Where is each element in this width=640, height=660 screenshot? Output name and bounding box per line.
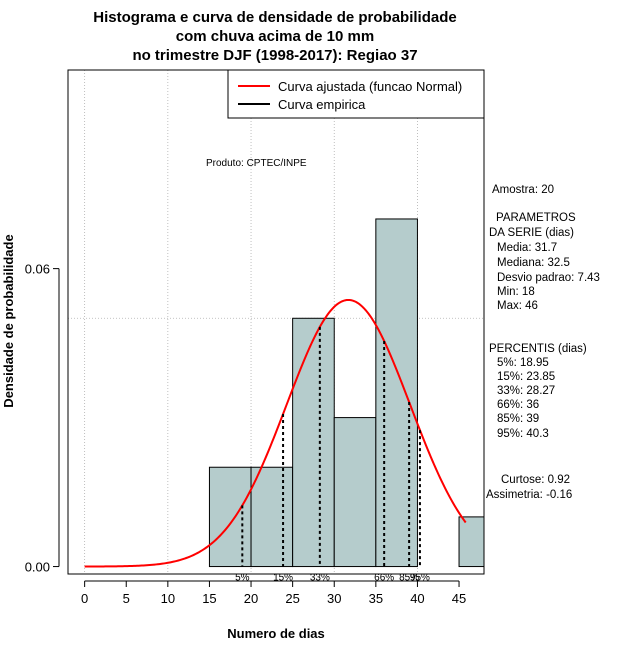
- x-tick-label: 45: [452, 591, 466, 606]
- stat-desvio: Desvio padrao: 7.43: [497, 272, 600, 284]
- x-tick-label: 35: [369, 591, 383, 606]
- stat-min: Min: 18: [497, 286, 535, 298]
- histogram-bar-35-40: [375, 218, 418, 568]
- percentile-label-15: 15%: [273, 573, 293, 584]
- x-tick-label: 30: [327, 591, 341, 606]
- percentile-label-85: 85%: [399, 573, 419, 584]
- stat-max: Max: 46: [497, 300, 538, 312]
- axes-layer: 0 5 10 15 20 25 30 35 40 45 0.00 0.06: [25, 262, 467, 606]
- histogram-bar-25-30: [292, 317, 335, 568]
- x-tick-label: 5: [123, 591, 130, 606]
- chart-title-line-3: no trimestre DJF (1998-2017): Regiao 37: [132, 47, 417, 64]
- x-tick-label: 0: [81, 591, 88, 606]
- stat-p5: 5%: 18.95: [497, 357, 549, 369]
- stat-params-title-1: PARAMETROS: [496, 212, 576, 224]
- stat-p95: 95%: 40.3: [497, 428, 549, 440]
- stat-params-title-2: DA SERIE (dias): [489, 227, 574, 239]
- histogram-bar-20-25: [250, 466, 294, 568]
- legend: Curva ajustada (funcao Normal) Curva emp…: [227, 69, 485, 119]
- stat-percentis-title: PERCENTIS (dias): [489, 343, 587, 355]
- x-tick-label: 15: [202, 591, 216, 606]
- stat-amostra: Amostra: 20: [492, 184, 554, 196]
- x-tick-label: 25: [285, 591, 299, 606]
- percentile-label-66: 66%: [374, 573, 394, 584]
- stat-p66: 66%: 36: [497, 399, 539, 411]
- product-annotation: Produto: CPTEC/INPE: [206, 158, 307, 169]
- percentile-lines: 5% 15% 33% 66% 85%95%: [235, 326, 430, 584]
- x-tick-label: 10: [161, 591, 175, 606]
- percentile-label-95: 95%: [410, 573, 430, 584]
- legend-box: [227, 69, 485, 119]
- legend-label-fitted: Curva ajustada (funcao Normal): [278, 79, 462, 94]
- stat-curtose: Curtose: 0.92: [501, 474, 570, 486]
- stat-assimetria: Assimetria: -0.16: [486, 489, 572, 501]
- stat-media: Media: 31.7: [497, 242, 557, 254]
- stat-p85: 85%: 39: [497, 413, 539, 425]
- y-tick-label: 0.06: [25, 262, 50, 277]
- chart-title-line-2: com chuva acima de 10 mm: [176, 28, 374, 45]
- x-tick-label: 20: [244, 591, 258, 606]
- y-tick-label: 0.00: [25, 560, 50, 575]
- percentile-label-33: 33%: [310, 573, 330, 584]
- x-tick-label: 40: [410, 591, 424, 606]
- fitted-curve-layer: [84, 298, 467, 568]
- fitted-normal-curve: [84, 298, 467, 568]
- chart-title-line-1: Histograma e curva de densidade de proba…: [93, 9, 456, 26]
- stat-p15: 15%: 23.85: [497, 371, 555, 383]
- y-axis-title: Densidade de probabilidade: [1, 234, 16, 407]
- stat-p33: 33%: 28.27: [497, 385, 555, 397]
- histogram-bar-30-35: [333, 417, 377, 568]
- x-axis-title: Numero de dias: [227, 626, 325, 641]
- legend-label-empirical: Curva empirica: [278, 97, 366, 112]
- histogram-bars: [208, 218, 484, 568]
- stats-panel: Amostra: 20 PARAMETROS DA SERIE (dias) M…: [486, 184, 600, 501]
- percentile-label-5: 5%: [235, 573, 250, 584]
- histogram-bar-15-20: [208, 466, 252, 568]
- histogram-bar-45-50: [458, 516, 484, 568]
- stat-mediana: Mediana: 32.5: [497, 257, 570, 269]
